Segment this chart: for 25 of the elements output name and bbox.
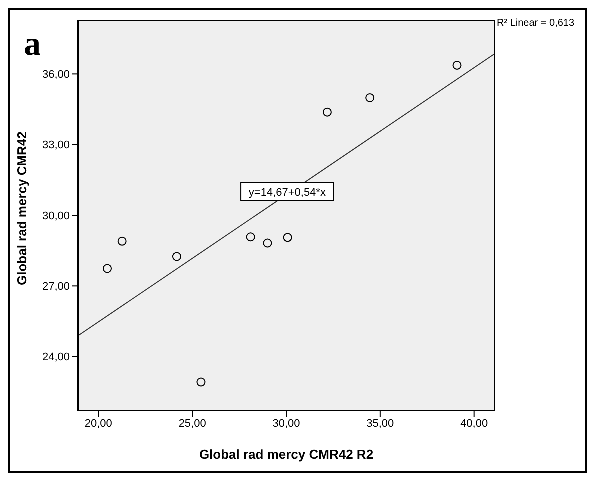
point xyxy=(102,264,112,274)
point xyxy=(283,233,292,242)
point xyxy=(246,232,256,242)
point xyxy=(196,378,206,387)
y-tick-label: 24,00 xyxy=(42,352,70,364)
text: a xyxy=(24,26,41,63)
point xyxy=(322,108,332,117)
point xyxy=(172,252,182,262)
y-tick-label: 27,00 xyxy=(42,281,70,294)
point xyxy=(366,93,375,102)
x-tick-label: 40,00 xyxy=(460,418,488,430)
x-axis-title: Global rad mercy CMR42 R2 xyxy=(199,447,374,462)
y-tick-label: 36,00 xyxy=(42,69,70,82)
point xyxy=(452,60,462,70)
x-tick-label: 25,00 xyxy=(178,418,206,430)
y-tick-label: 33,00 xyxy=(42,140,70,152)
x-tick-label: 30,00 xyxy=(272,418,300,430)
point xyxy=(263,238,272,248)
x-tick-label: 20,00 xyxy=(84,418,112,430)
point xyxy=(118,236,127,246)
y-tick-label: 30,00 xyxy=(42,210,70,222)
y-axis-title: Global rad mercy CMR42 xyxy=(14,132,30,286)
x-tick-label: 35,00 xyxy=(366,418,394,430)
annotation: y=14,67+0,54*x xyxy=(248,186,326,199)
text: R² Linear = 0,613 xyxy=(497,18,575,29)
